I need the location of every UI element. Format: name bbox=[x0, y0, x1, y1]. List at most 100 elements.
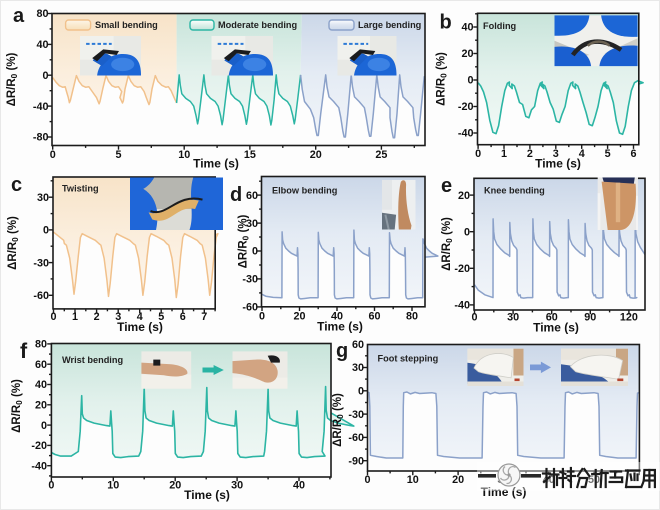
svg-text:120: 120 bbox=[620, 312, 638, 324]
svg-text:20: 20 bbox=[293, 311, 305, 323]
svg-text:-40: -40 bbox=[454, 300, 470, 312]
svg-text:0: 0 bbox=[364, 474, 370, 486]
svg-text:10: 10 bbox=[178, 149, 190, 161]
svg-text:60: 60 bbox=[246, 190, 258, 202]
svg-text:0: 0 bbox=[48, 480, 54, 492]
svg-text:15: 15 bbox=[244, 149, 256, 161]
svg-text:ΔR/R0 (%): ΔR/R0 (%) bbox=[11, 379, 24, 433]
svg-text:20: 20 bbox=[452, 474, 464, 486]
svg-text:e: e bbox=[441, 175, 452, 197]
svg-text:Small bending: Small bending bbox=[95, 20, 158, 30]
svg-text:20: 20 bbox=[35, 400, 47, 412]
svg-text:0: 0 bbox=[471, 312, 477, 324]
svg-text:60: 60 bbox=[35, 359, 47, 371]
svg-text:Time (s): Time (s) bbox=[317, 320, 363, 334]
svg-text:5: 5 bbox=[115, 149, 121, 161]
svg-text:6: 6 bbox=[180, 311, 186, 323]
svg-text:Time (s): Time (s) bbox=[535, 157, 581, 171]
svg-text:-60: -60 bbox=[242, 302, 258, 314]
svg-text:0: 0 bbox=[467, 75, 473, 87]
svg-text:0: 0 bbox=[358, 386, 364, 398]
svg-text:-30: -30 bbox=[33, 257, 49, 269]
svg-text:10: 10 bbox=[407, 474, 419, 486]
svg-text:1: 1 bbox=[72, 311, 78, 323]
svg-text:Time (s): Time (s) bbox=[533, 321, 579, 335]
svg-text:-20: -20 bbox=[458, 101, 474, 113]
svg-text:Time (s): Time (s) bbox=[193, 157, 239, 171]
svg-text:40: 40 bbox=[461, 22, 473, 34]
svg-text:60: 60 bbox=[352, 339, 364, 351]
svg-text:d: d bbox=[230, 184, 242, 206]
svg-text:-30: -30 bbox=[348, 409, 364, 421]
svg-text:0: 0 bbox=[42, 70, 48, 82]
svg-text:20: 20 bbox=[458, 190, 470, 202]
svg-text:Large bending: Large bending bbox=[358, 20, 421, 30]
svg-text:-40: -40 bbox=[458, 128, 474, 140]
svg-text:Wrist bending: Wrist bending bbox=[62, 355, 123, 365]
svg-text:-30: -30 bbox=[242, 274, 258, 286]
svg-text:ΔR/R0 (%): ΔR/R0 (%) bbox=[6, 52, 19, 106]
svg-text:-40: -40 bbox=[33, 101, 49, 113]
svg-text:60: 60 bbox=[368, 311, 380, 323]
svg-text:0: 0 bbox=[464, 226, 470, 238]
svg-text:-90: -90 bbox=[348, 455, 364, 467]
svg-text:ΔR/R0 (%): ΔR/R0 (%) bbox=[7, 216, 20, 270]
svg-text:-60: -60 bbox=[348, 432, 364, 444]
svg-text:7: 7 bbox=[201, 311, 207, 323]
svg-text:g: g bbox=[336, 340, 348, 362]
svg-text:-60: -60 bbox=[33, 290, 49, 302]
svg-text:20: 20 bbox=[461, 48, 473, 60]
svg-text:5: 5 bbox=[605, 148, 611, 160]
svg-text:3: 3 bbox=[553, 148, 559, 160]
svg-text:30: 30 bbox=[231, 480, 243, 492]
svg-text:20: 20 bbox=[169, 480, 181, 492]
svg-text:f: f bbox=[20, 339, 28, 363]
svg-text:3: 3 bbox=[115, 311, 121, 323]
svg-text:2: 2 bbox=[527, 148, 533, 160]
svg-text:0: 0 bbox=[50, 311, 56, 323]
svg-text:40: 40 bbox=[36, 39, 48, 51]
svg-text:Moderate bending: Moderate bending bbox=[218, 20, 297, 30]
svg-text:-20: -20 bbox=[31, 440, 47, 452]
svg-text:ΔR/R0 (%): ΔR/R0 (%) bbox=[441, 217, 454, 271]
svg-text:30: 30 bbox=[507, 312, 519, 324]
svg-text:30: 30 bbox=[352, 362, 364, 374]
svg-text:Twisting: Twisting bbox=[62, 184, 99, 194]
svg-text:Foot stepping: Foot stepping bbox=[378, 354, 439, 364]
svg-text:6: 6 bbox=[630, 148, 636, 160]
svg-text:-40: -40 bbox=[31, 460, 47, 472]
svg-text:20: 20 bbox=[310, 149, 322, 161]
svg-text:80: 80 bbox=[406, 311, 418, 323]
svg-text:ΔR/R0 (%): ΔR/R0 (%) bbox=[332, 393, 345, 447]
svg-text:0: 0 bbox=[43, 225, 49, 237]
svg-text:40: 40 bbox=[35, 379, 47, 391]
svg-text:Elbow bending: Elbow bending bbox=[272, 186, 337, 196]
svg-text:60: 60 bbox=[546, 312, 558, 324]
svg-text:80: 80 bbox=[35, 339, 47, 351]
svg-text:40: 40 bbox=[293, 480, 305, 492]
svg-text:0: 0 bbox=[475, 148, 481, 160]
svg-text:10: 10 bbox=[107, 480, 119, 492]
svg-text:-20: -20 bbox=[454, 263, 470, 275]
svg-text:25: 25 bbox=[375, 149, 387, 161]
svg-text:50: 50 bbox=[588, 474, 600, 486]
svg-text:4: 4 bbox=[579, 148, 585, 160]
svg-text:ΔR/R0 (%): ΔR/R0 (%) bbox=[436, 52, 449, 106]
svg-text:4: 4 bbox=[137, 311, 143, 323]
svg-text:0: 0 bbox=[259, 311, 265, 323]
svg-text:Time (s): Time (s) bbox=[117, 320, 163, 334]
svg-text:c: c bbox=[11, 174, 22, 196]
svg-text:0: 0 bbox=[252, 246, 258, 258]
svg-text:a: a bbox=[13, 5, 25, 27]
svg-text:-80: -80 bbox=[33, 132, 49, 144]
svg-text:b: b bbox=[440, 12, 452, 34]
svg-text:2: 2 bbox=[94, 311, 100, 323]
svg-text:0: 0 bbox=[50, 149, 56, 161]
svg-text:Folding: Folding bbox=[483, 21, 516, 31]
svg-text:30: 30 bbox=[246, 218, 258, 230]
svg-text:Knee bending: Knee bending bbox=[484, 186, 545, 196]
svg-text:80: 80 bbox=[36, 8, 48, 20]
svg-text:90: 90 bbox=[584, 312, 596, 324]
svg-text:5: 5 bbox=[158, 311, 164, 323]
svg-text:Time (s): Time (s) bbox=[184, 488, 230, 502]
